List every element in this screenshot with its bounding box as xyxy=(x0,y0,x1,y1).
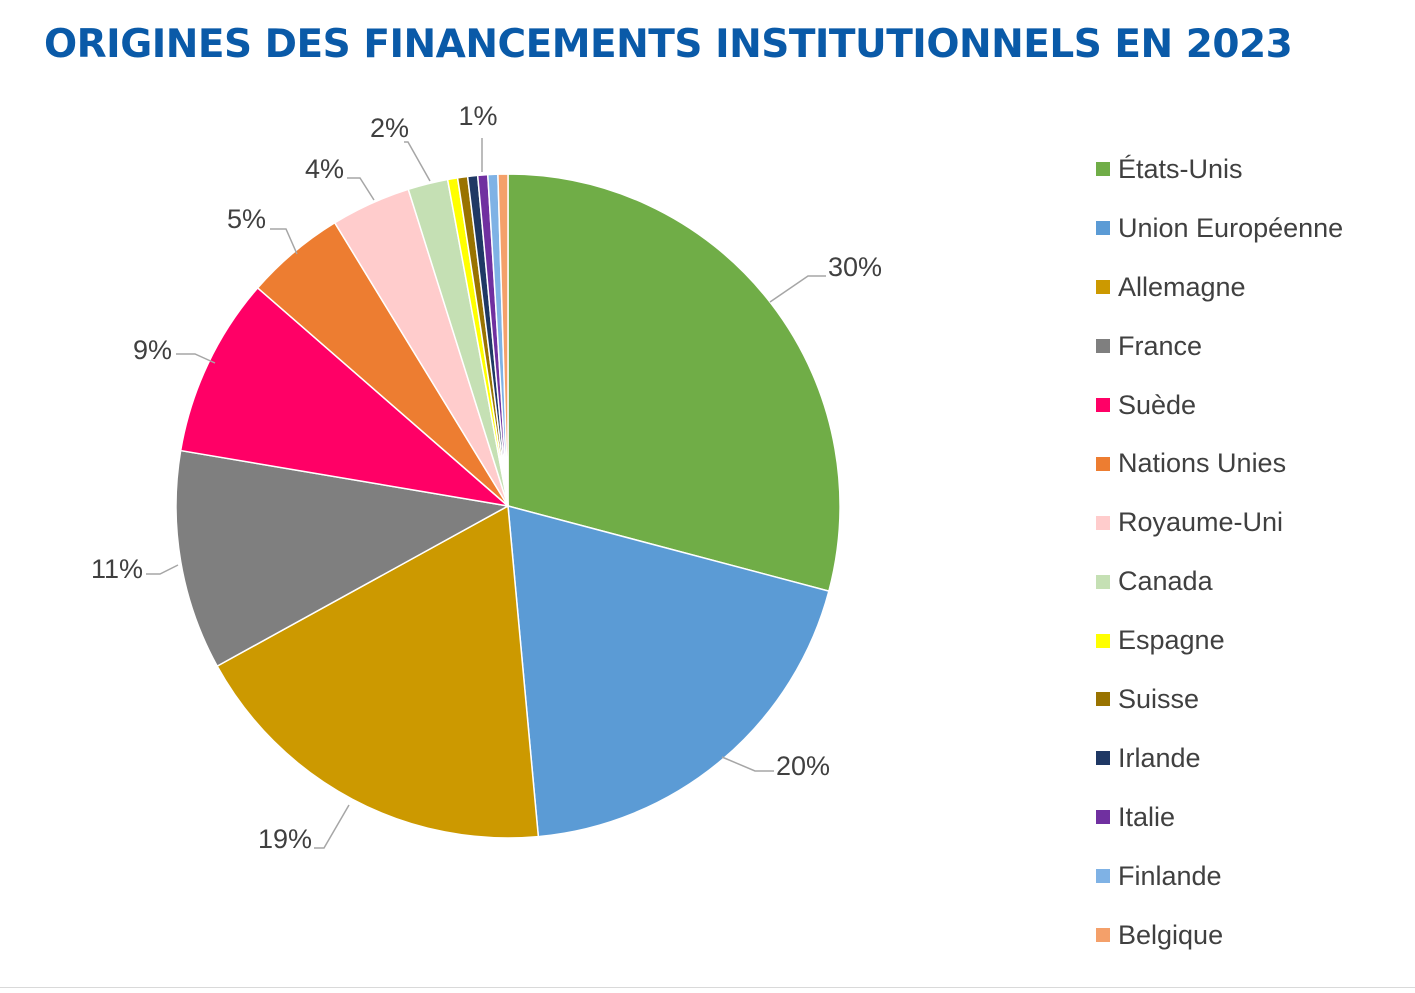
legend-label: Irlande xyxy=(1118,742,1201,773)
pie-slices xyxy=(175,173,841,839)
legend-item: Allemagne xyxy=(1096,258,1343,317)
leader-line xyxy=(146,564,179,575)
legend-item: Suisse xyxy=(1096,670,1343,729)
legend-item: Canada xyxy=(1096,552,1343,611)
legend-swatch xyxy=(1096,633,1110,648)
legend-label: Suisse xyxy=(1118,683,1200,714)
chart-title: ORIGINES DES FINANCEMENTS INSTITUTIONNEL… xyxy=(44,22,1293,67)
leader-lines xyxy=(146,138,826,849)
legend-swatch xyxy=(1096,339,1110,354)
pie-slice-allemagne xyxy=(216,504,540,839)
legend-label: France xyxy=(1118,330,1203,361)
data-label: 4% xyxy=(305,154,344,184)
legend-item: Union Européenne xyxy=(1096,199,1343,258)
leader-line xyxy=(347,177,375,201)
leader-line xyxy=(270,228,298,255)
legend-label: Allemagne xyxy=(1118,271,1246,302)
pie-slice-union-europeenne xyxy=(507,504,830,838)
legend-label: Finlande xyxy=(1118,860,1222,891)
leader-line xyxy=(721,756,774,772)
legend-item: Belgique xyxy=(1096,906,1343,965)
data-label: 2% xyxy=(370,113,409,143)
legend-label: États-Unis xyxy=(1118,153,1243,184)
legend-item: France xyxy=(1096,317,1343,376)
divider xyxy=(0,987,1415,988)
legend-swatch xyxy=(1096,928,1110,943)
data-label: 19% xyxy=(258,824,312,854)
legend: États-Unis Union Européenne Allemagne Franc… xyxy=(1096,140,1343,964)
legend-swatch xyxy=(1096,456,1110,471)
legend-item: Nations Unies xyxy=(1096,434,1343,493)
legend-swatch xyxy=(1096,751,1110,766)
legend-label: Suède xyxy=(1118,389,1197,420)
legend-item: Italie xyxy=(1096,788,1343,847)
legend-item: Espagne xyxy=(1096,611,1343,670)
legend-label: Canada xyxy=(1118,566,1213,597)
legend-swatch xyxy=(1096,221,1110,236)
legend-item: États-Unis xyxy=(1096,140,1343,199)
data-label: 30% xyxy=(828,252,882,282)
data-label: 9% xyxy=(133,335,172,365)
leader-line xyxy=(404,141,431,182)
data-label: 1% xyxy=(458,101,497,131)
legend-swatch xyxy=(1096,869,1110,884)
legend-swatch xyxy=(1096,515,1110,530)
legend-label: Nations Unies xyxy=(1118,448,1287,479)
legend-swatch xyxy=(1096,810,1110,825)
data-label: 20% xyxy=(776,751,830,781)
legend-swatch xyxy=(1096,692,1110,707)
pie-slice-belgique xyxy=(497,173,509,507)
legend-label: Union Européenne xyxy=(1118,212,1344,243)
legend-item: Irlande xyxy=(1096,729,1343,788)
pie-slice-france xyxy=(175,449,511,668)
data-label: 11% xyxy=(91,554,143,584)
leader-line xyxy=(769,275,826,303)
legend-item: Suède xyxy=(1096,376,1343,435)
legend-label: Belgique xyxy=(1118,919,1224,950)
pie-slice-suede xyxy=(179,286,511,508)
leader-line xyxy=(314,804,350,849)
legend-swatch xyxy=(1096,398,1110,412)
leader-line xyxy=(176,353,216,364)
legend-swatch xyxy=(1096,574,1110,589)
legend-label: Espagne xyxy=(1118,625,1225,656)
legend-label: Royaume-Uni xyxy=(1118,507,1284,538)
legend-label: Italie xyxy=(1118,801,1176,832)
legend-item: Finlande xyxy=(1096,847,1343,906)
data-labels: 30% 20% 19% 11% 9% 5% 4% 2% 1% xyxy=(91,101,882,854)
data-label: 5% xyxy=(227,204,266,234)
legend-swatch xyxy=(1096,162,1110,177)
legend-item: Royaume-Uni xyxy=(1096,493,1343,552)
pie-slice-etats-unis xyxy=(507,173,841,593)
legend-swatch xyxy=(1096,280,1110,295)
